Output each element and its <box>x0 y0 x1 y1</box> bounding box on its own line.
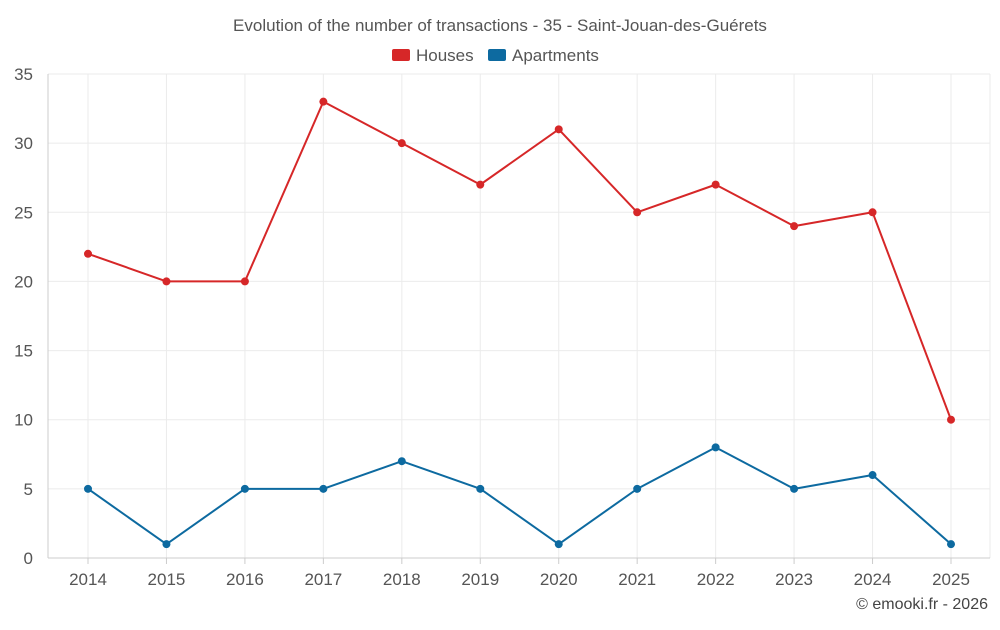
legend-label: Apartments <box>512 46 599 65</box>
data-point-houses[interactable] <box>947 415 955 424</box>
data-point-houses[interactable] <box>633 208 642 217</box>
data-point-apartments[interactable] <box>790 484 799 493</box>
chart-title: Evolution of the number of transactions … <box>233 16 767 35</box>
series-apartments <box>84 443 955 549</box>
legend: Houses Apartments <box>392 46 599 65</box>
data-point-houses[interactable] <box>397 139 406 148</box>
legend-item-houses[interactable]: Houses <box>392 46 474 65</box>
x-tick-label: 2017 <box>304 570 342 589</box>
data-point-houses[interactable] <box>240 277 249 286</box>
grid-lines <box>48 73 991 558</box>
data-point-houses[interactable] <box>319 97 328 106</box>
footer-credit: © emooki.fr - 2026 <box>856 596 988 613</box>
data-point-apartments[interactable] <box>240 484 249 493</box>
y-tick-label: 35 <box>14 65 33 84</box>
x-tick-label: 2023 <box>775 570 813 589</box>
legend-swatch <box>488 49 506 61</box>
legend-item-apartments[interactable]: Apartments <box>488 46 599 65</box>
data-point-apartments[interactable] <box>397 457 406 466</box>
data-point-apartments[interactable] <box>476 484 485 493</box>
series-line-apartments <box>87 446 952 546</box>
data-point-apartments[interactable] <box>868 471 877 480</box>
x-tick-label: 2020 <box>540 570 578 589</box>
x-tick-label: 2015 <box>148 570 186 589</box>
y-tick-label: 10 <box>14 411 33 430</box>
x-tick-label: 2019 <box>461 570 499 589</box>
y-tick-label: 30 <box>14 134 33 153</box>
y-tick-label: 5 <box>24 480 33 499</box>
data-point-apartments[interactable] <box>711 443 720 452</box>
data-point-apartments[interactable] <box>947 540 955 549</box>
y-tick-label: 15 <box>14 342 33 361</box>
series-line-houses <box>87 100 952 421</box>
y-tick-label: 0 <box>24 549 33 568</box>
data-point-apartments[interactable] <box>554 540 563 549</box>
data-point-houses[interactable] <box>554 125 563 134</box>
legend-swatch <box>392 49 410 61</box>
data-point-apartments[interactable] <box>84 484 92 493</box>
y-tick-label: 25 <box>14 203 33 222</box>
data-point-apartments[interactable] <box>633 484 642 493</box>
x-tick-label: 2022 <box>697 570 735 589</box>
y-tick-label: 20 <box>14 272 33 291</box>
legend-label: Houses <box>416 46 474 65</box>
data-point-houses[interactable] <box>868 208 877 217</box>
data-point-apartments[interactable] <box>162 540 171 549</box>
x-tick-label: 2025 <box>932 570 970 589</box>
data-point-houses[interactable] <box>711 180 720 189</box>
series-houses <box>84 97 955 424</box>
series-layer <box>84 97 955 549</box>
x-tick-label: 2021 <box>618 570 656 589</box>
x-tick-label: 2016 <box>226 570 264 589</box>
x-tick-label: 2014 <box>69 570 107 589</box>
data-point-houses[interactable] <box>84 249 92 258</box>
x-tick-label: 2024 <box>854 570 892 589</box>
data-point-apartments[interactable] <box>319 484 328 493</box>
data-point-houses[interactable] <box>790 222 799 231</box>
data-point-houses[interactable] <box>162 277 171 286</box>
x-tick-label: 2018 <box>383 570 421 589</box>
data-point-houses[interactable] <box>476 180 485 189</box>
